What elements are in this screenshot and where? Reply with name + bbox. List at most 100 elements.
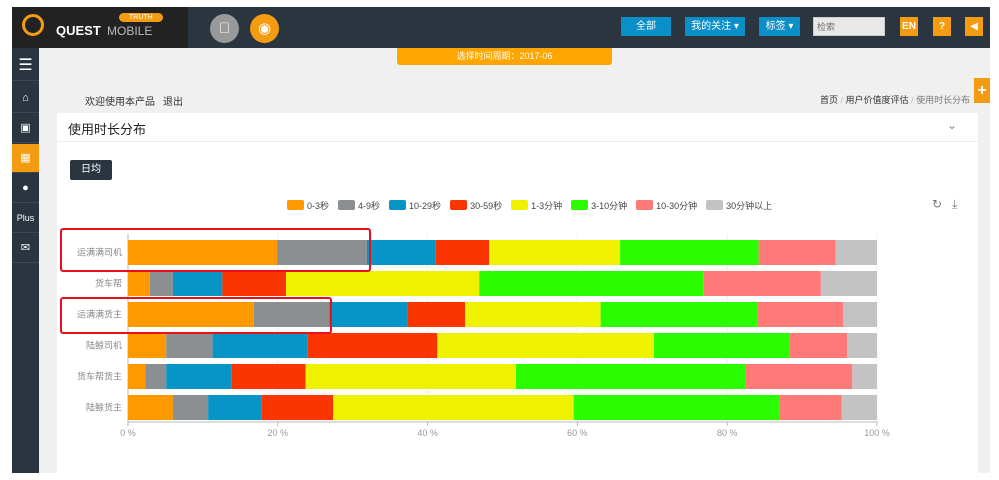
bar-segment [479, 271, 704, 296]
bar-segment [208, 395, 262, 420]
bar-segment [573, 395, 780, 420]
sidebar-item-plus[interactable]: Plus [12, 204, 39, 233]
bar-segment [261, 395, 334, 420]
tags-dropdown[interactable]: 标签 ▾ [759, 17, 800, 36]
y-category-label: 运满满司机 [77, 247, 122, 258]
bar-segment [149, 271, 173, 296]
bar-segment [231, 364, 306, 389]
bar-segment [465, 302, 601, 327]
bar-segment [757, 302, 844, 327]
y-category-label: 货车帮 [95, 278, 122, 289]
x-tick-label: 40 % [417, 428, 438, 438]
legend-swatch [706, 200, 724, 210]
bar-segment [128, 302, 254, 327]
bar-segment [253, 302, 330, 327]
bar-segment [843, 302, 877, 327]
download-icon[interactable]: ⤓ [952, 197, 958, 211]
add-tab[interactable]: + [974, 78, 990, 103]
period-selector[interactable]: 选择时间周期：2017-06 [397, 48, 612, 65]
legend-swatch [511, 200, 529, 210]
chart-legend: 0-3秒 4-9秒 10-29秒 30-59秒 1-3分钟 3-10分钟 10-30分钟 30… [287, 197, 781, 215]
grid-icon[interactable]: ▦ [12, 144, 39, 173]
all-button[interactable]: 全部 [621, 17, 671, 36]
legend-swatch [287, 200, 304, 210]
x-tick-label: 0 % [120, 428, 136, 438]
apple-platform-icon[interactable]:  [210, 14, 239, 43]
legend-item[interactable]: 10-30分钟 [636, 199, 697, 212]
bar-segment [835, 240, 877, 265]
brand-name: QUEST [56, 23, 101, 38]
briefcase-icon[interactable]: ▣ [12, 114, 39, 143]
bar-segment [366, 240, 436, 265]
divider [57, 141, 978, 142]
welcome-text: 欢迎使用本产品 [85, 97, 155, 108]
bar-segment [329, 302, 408, 327]
legend-item[interactable]: 30-59秒 [450, 199, 502, 212]
sidebar: ☰ ⌂ ▣ ▦ ● Plus ✉ [12, 48, 39, 473]
breadcrumb: 首页 / 用户价值度评估 / 使用时长分布 [820, 95, 971, 105]
x-tick-label: 100 % [864, 428, 890, 438]
bar-segment [435, 240, 490, 265]
bar-segment [305, 364, 516, 389]
legend-item[interactable]: 1-3分钟 [511, 199, 562, 212]
bar-segment [128, 395, 173, 420]
bar-segment [820, 271, 877, 296]
legend-label: 10-29秒 [409, 200, 442, 211]
y-category-label: 货车帮货主 [77, 371, 122, 382]
legend-item[interactable]: 10-29秒 [389, 199, 441, 212]
legend-item[interactable]: 0-3秒 [287, 199, 329, 212]
daily-button[interactable]: 日均 [70, 160, 112, 180]
speaker-icon[interactable]: ◀ [965, 17, 983, 36]
bar-segment [407, 302, 466, 327]
home-icon[interactable]: ⌂ [12, 84, 39, 113]
logout-link[interactable]: 退出 [163, 97, 183, 108]
highlight-box [60, 228, 371, 272]
legend-item[interactable]: 4-9秒 [338, 199, 380, 212]
legend-label: 3-10分钟 [591, 200, 628, 211]
bar-segment [172, 271, 223, 296]
legend-label: 0-3秒 [307, 200, 330, 211]
legend-label: 10-30分钟 [656, 200, 698, 211]
bar-segment [852, 364, 877, 389]
brand-sub: MOBILE [107, 24, 153, 38]
legend-label: 30分钟以上 [726, 200, 773, 211]
y-category-label: 陆鲸司机 [86, 340, 122, 351]
legend-label: 4-9秒 [358, 200, 381, 211]
search-input[interactable] [813, 17, 885, 36]
help-button[interactable]: ? [933, 17, 951, 36]
collapse-chevron-icon[interactable]: ⌄ [947, 118, 958, 132]
legend-item[interactable]: 3-10分钟 [571, 199, 627, 212]
bar-segment [145, 364, 167, 389]
android-platform-icon[interactable]: ◉ [250, 14, 279, 43]
bar-segment [166, 333, 213, 358]
menu-icon[interactable]: ☰ [12, 52, 39, 81]
refresh-icon[interactable]: ↻ [932, 197, 943, 211]
breadcrumb-home[interactable]: 首页 [820, 95, 839, 105]
stacked-bar-chart: 0 % 20 % 40 % 60 % 80 % 100 % 运满满司机货车帮运满满货主陆鲸司… [77, 234, 890, 438]
language-button[interactable]: EN [900, 17, 918, 36]
bar-segment [166, 364, 232, 389]
bar-segment [128, 333, 167, 358]
follow-label: 我的关注 [691, 21, 732, 32]
legend-item[interactable]: 30分钟以上 [706, 199, 772, 212]
y-category-label: 陆鲸货主 [86, 402, 122, 413]
breadcrumb-value[interactable]: 用户价值度评估 [845, 95, 909, 105]
user-icon[interactable]: ● [12, 174, 39, 203]
tags-label: 标签 [765, 21, 786, 32]
legend-label: 30-59秒 [470, 200, 503, 211]
bar-segment [128, 240, 278, 265]
bar-segment [437, 333, 654, 358]
x-tick-label: 60 % [567, 428, 588, 438]
bar-segment [515, 364, 746, 389]
bar-segment [307, 333, 438, 358]
logo[interactable]: QUEST MOBILE TRUTH [12, 7, 188, 48]
bar-segment [779, 395, 842, 420]
bar-segment [277, 240, 367, 265]
my-follow-dropdown[interactable]: 我的关注 ▾ [685, 17, 745, 36]
mail-icon[interactable]: ✉ [12, 234, 39, 263]
bar-segment [222, 271, 287, 296]
bar-segment [745, 364, 853, 389]
legend-swatch [450, 200, 468, 210]
highlight-box [60, 297, 332, 334]
x-tick-label: 20 % [268, 428, 289, 438]
